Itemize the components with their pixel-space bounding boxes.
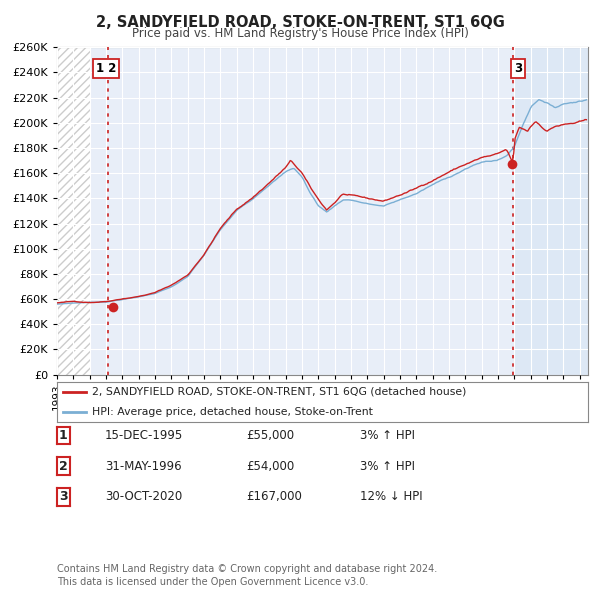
Text: HPI: Average price, detached house, Stoke-on-Trent: HPI: Average price, detached house, Stok… (92, 407, 373, 417)
Text: 2, SANDYFIELD ROAD, STOKE-ON-TRENT, ST1 6QG: 2, SANDYFIELD ROAD, STOKE-ON-TRENT, ST1 … (95, 15, 505, 30)
Text: 1 2: 1 2 (96, 62, 116, 75)
Text: £55,000: £55,000 (246, 429, 294, 442)
Text: £167,000: £167,000 (246, 490, 302, 503)
Text: 30-OCT-2020: 30-OCT-2020 (105, 490, 182, 503)
Text: £54,000: £54,000 (246, 460, 294, 473)
Text: 31-MAY-1996: 31-MAY-1996 (105, 460, 182, 473)
Text: Contains HM Land Registry data © Crown copyright and database right 2024.
This d: Contains HM Land Registry data © Crown c… (57, 564, 437, 587)
Text: 15-DEC-1995: 15-DEC-1995 (105, 429, 183, 442)
Text: 3% ↑ HPI: 3% ↑ HPI (360, 429, 415, 442)
Text: Price paid vs. HM Land Registry's House Price Index (HPI): Price paid vs. HM Land Registry's House … (131, 27, 469, 40)
Text: 12% ↓ HPI: 12% ↓ HPI (360, 490, 422, 503)
Text: 2, SANDYFIELD ROAD, STOKE-ON-TRENT, ST1 6QG (detached house): 2, SANDYFIELD ROAD, STOKE-ON-TRENT, ST1 … (92, 387, 466, 396)
Text: 1: 1 (59, 429, 68, 442)
Text: 3% ↑ HPI: 3% ↑ HPI (360, 460, 415, 473)
Bar (514, 47, 588, 375)
Text: 3: 3 (514, 62, 522, 75)
Text: 3: 3 (59, 490, 68, 503)
Text: 2: 2 (59, 460, 68, 473)
